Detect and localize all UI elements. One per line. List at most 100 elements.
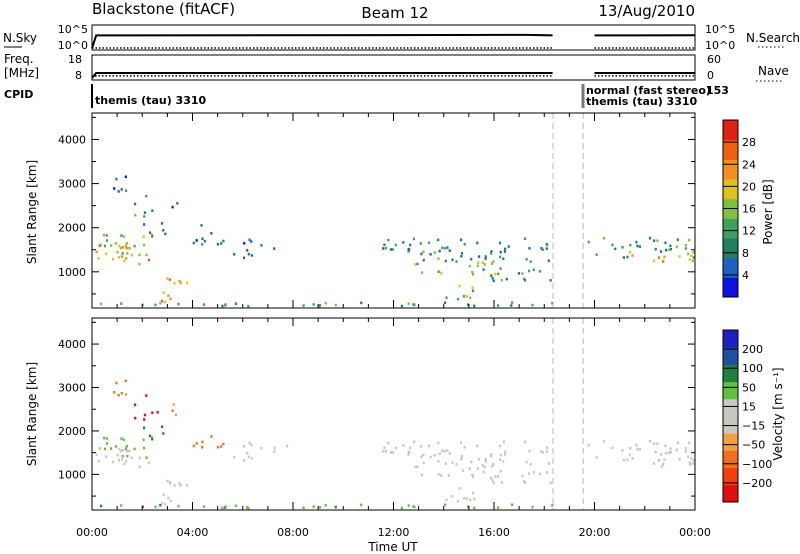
power-cell [507, 245, 510, 248]
velocity-cell [652, 462, 655, 465]
time-axis-label: Time UT [367, 540, 418, 554]
power-cell [143, 211, 147, 214]
velocity-cell [203, 505, 206, 508]
velocity-cell [490, 453, 493, 456]
power-cell [145, 194, 148, 198]
power-cell [260, 244, 263, 247]
velocity-cell [220, 445, 223, 448]
velocity-cell [419, 445, 422, 448]
cpid-second-label-2: themis (tau) 3310 [586, 95, 698, 108]
power-cell [114, 242, 117, 245]
velocity-cell [492, 481, 495, 485]
velocity-cell [150, 436, 154, 439]
freq-label: Freq. [4, 52, 34, 66]
power-cell [250, 240, 253, 243]
power-cell [161, 299, 164, 303]
power-cell [422, 250, 425, 254]
power-cell [383, 243, 386, 247]
power-cell [126, 252, 129, 255]
power-cell [169, 297, 172, 301]
power-cell [97, 257, 100, 260]
power-cell [472, 273, 475, 276]
power-cell [302, 304, 305, 307]
velocity-cell [463, 446, 466, 449]
velocity-cell [162, 432, 165, 435]
velocity-cell [484, 460, 487, 463]
velocity-cell [121, 448, 124, 452]
velocity-cell [160, 425, 164, 428]
velocity-cell [122, 438, 125, 441]
power-cell [143, 215, 146, 218]
power-cell [95, 250, 98, 254]
velocity-panel-frame [91, 317, 696, 511]
nave-line [91, 75, 695, 79]
power-cell [437, 238, 440, 242]
power-cell [120, 302, 123, 305]
power-cell [541, 248, 544, 251]
power-cell [128, 246, 131, 250]
time-tick-label: 20:00 [579, 526, 611, 539]
nsky-tick-bottom: 10^0 [58, 39, 88, 52]
velocity-cell [159, 504, 162, 507]
power-cell [440, 271, 443, 275]
power-cell [656, 239, 659, 242]
power-cell [510, 304, 513, 307]
power-cell [171, 205, 174, 209]
velocity-cell [490, 476, 493, 480]
power-cell [668, 248, 671, 252]
power-cell [133, 244, 136, 248]
power-cell [102, 233, 106, 237]
power-cell [134, 202, 137, 206]
velocity-cell [125, 393, 128, 396]
power-cell [500, 278, 503, 282]
velocity-panel: 1000 2000 3000 4000 Slant Range [km] 200 100… [25, 317, 785, 511]
velocity-cell [611, 446, 614, 450]
power-cell [629, 243, 632, 247]
power-cell [247, 304, 250, 308]
power-cell [484, 257, 487, 260]
velocity-cell [413, 505, 416, 509]
beam-title: Beam 12 [361, 4, 428, 22]
velocity-cell [532, 471, 535, 474]
power-cell [422, 258, 425, 262]
power-colorbar-tick-label: 4 [742, 269, 749, 282]
velocity-cell [143, 446, 146, 450]
power-colorbar: 4 8 12 16 20 24 28 [722, 119, 756, 298]
velocity-cell [407, 504, 410, 507]
power-cell [394, 243, 397, 247]
velocity-cell [126, 449, 129, 453]
velocity-cell [502, 440, 506, 443]
velocity-cell [250, 456, 253, 460]
power-cell [444, 259, 447, 263]
velocity-ytick-label: 1000 [58, 468, 86, 481]
power-cell [451, 258, 454, 262]
power-cell [119, 246, 123, 250]
velocity-cell [461, 469, 465, 472]
velocity-colorbar-label: Velocity [m s⁻¹] [771, 367, 785, 460]
power-cell [505, 277, 508, 281]
power-cell [482, 268, 485, 271]
power-cell [110, 244, 113, 247]
power-cell [527, 269, 531, 273]
power-cell [407, 250, 410, 253]
velocity-cell [216, 445, 219, 449]
velocity-y-axis: 1000 2000 3000 4000 [58, 321, 695, 497]
velocity-cell [201, 440, 204, 444]
velocity-cell [221, 506, 224, 510]
velocity-cell [318, 506, 322, 509]
power-cell [491, 276, 494, 280]
power-cell [138, 253, 141, 257]
velocity-cell [119, 449, 123, 453]
velocity-cell [151, 437, 154, 441]
cpid-first-label: themis (tau) 3310 [95, 94, 207, 107]
velocity-cell [678, 457, 681, 461]
power-cell [455, 260, 458, 263]
power-cell [111, 257, 114, 261]
power-cell [622, 256, 625, 259]
velocity-cell [668, 451, 671, 455]
velocity-cell [687, 455, 690, 459]
power-cell [653, 239, 656, 242]
velocity-cell [148, 434, 152, 438]
velocity-cell [438, 452, 441, 456]
power-colorbar-tick-label: 12 [742, 225, 756, 238]
